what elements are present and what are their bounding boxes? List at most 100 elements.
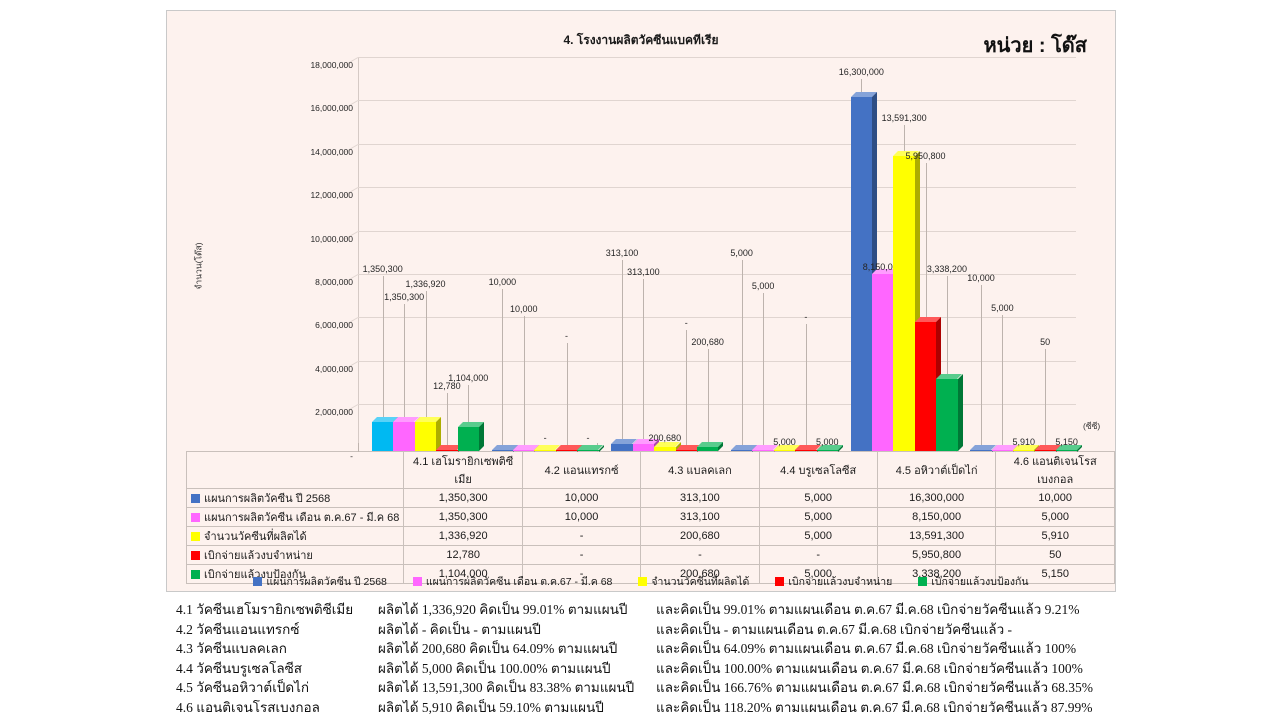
data-label: 5,000 — [816, 437, 839, 447]
summary-produced-text: ผลิตได้ 5,910 คิดเป็น 59.10% ตามแผนปี — [378, 699, 604, 715]
y-axis-tick-label: 12,000,000 — [310, 190, 353, 201]
data-label: 12,780 — [433, 381, 461, 391]
table-value-cell: 1,350,300 — [403, 488, 523, 508]
table-value-cell: 5,000 — [758, 507, 878, 527]
table-value-cell: - — [640, 545, 760, 565]
data-label: - — [543, 433, 547, 443]
series-name-cell: เบิกจ่ายแล้วงบป้องกัน — [185, 564, 405, 584]
summary-row: 4.1 วัคซีนเฮโมรายิกเซพติซีเมีย ผลิตได้ 1,… — [166, 600, 1156, 620]
bar-แผนการผลิตวัคซีน เดือน ต.ค.67 - มี.ค 68 — [513, 449, 535, 451]
data-label: 313,100 — [627, 267, 660, 277]
series-swatch — [191, 494, 200, 503]
table-value-cell: 200,680 — [640, 564, 760, 584]
table-value-cell: 5,000 — [758, 526, 878, 546]
legend-label: เบิกจ่ายแล้วงบป้องกัน — [931, 576, 1029, 588]
bar-เบิกจ่ายแล้วงบป้องกัน — [457, 427, 479, 451]
legend-item: แผนการผลิตวัคซีน ปี 2568 — [253, 573, 387, 590]
series-name-cell: แผนการผลิตวัคซีน ปี 2568 — [185, 488, 405, 508]
data-label: 10,000 — [509, 304, 538, 314]
legend-label: แผนการผลิตวัคซีน เดือน ต.ค.67 - มี.ค 68 — [425, 576, 613, 588]
y-axis-tick-label: - — [350, 450, 353, 461]
table-value-cell: 5,950,800 — [876, 545, 997, 565]
data-table: 4.1 เฮโมรายิกเซพติซีเมีย 4.2 แอนแทรกซ์ 4.3… — [185, 451, 1115, 584]
summary-vaccine-name: 4.6 แอนติเจนโรสเบงกอล — [176, 699, 320, 715]
table-value-cell: 16,300,000 — [876, 488, 997, 508]
series-name: เบิกจ่ายแล้วงบป้องกัน — [204, 569, 306, 581]
table-value-cell: 5,910 — [995, 526, 1115, 546]
category-tick — [358, 443, 359, 452]
bar-จำนวนวัคซีนที่ผลิตได้ — [534, 449, 556, 451]
y-axis-title: จำนวน(โด๊ส) — [193, 242, 204, 290]
unit-label: หน่วย : โด๊ส — [983, 35, 1087, 57]
gridline — [358, 100, 1076, 102]
series-swatch — [191, 551, 200, 560]
y-axis-tick-label: 6,000,000 — [315, 320, 353, 331]
summary-produced-text: ผลิตได้ 1,336,920 คิดเป็น 99.01% ตามแผนป… — [378, 602, 628, 617]
summary-produced-text: ผลิตได้ 5,000 คิดเป็น 100.00% ตามแผนปี — [378, 660, 611, 676]
data-label: 10,000 — [488, 277, 517, 287]
data-label: - — [565, 331, 569, 341]
summary-produced-text: ผลิตได้ 200,680 คิดเป็น 64.09% ตามแผนปี — [378, 641, 618, 656]
bar-เบิกจ่ายแล้วงบจำหน่าย — [795, 449, 817, 451]
bar-แผนการผลิตวัคซีน ปี 2568 — [970, 449, 992, 451]
gridline — [358, 404, 1076, 406]
table-value-cell: 12,780 — [403, 545, 523, 565]
summary-text-block: 4.1 วัคซีนเฮโมรายิกเซพติซีเมีย ผลิตได้ 1,… — [166, 600, 1156, 717]
data-label: 1,336,920 — [405, 279, 446, 289]
chart-title: 4. โรงงานผลิตวัคซีนแบคทีเรีย — [563, 33, 719, 47]
data-label-leader — [446, 393, 448, 445]
data-label: 313,100 — [605, 248, 639, 258]
table-value-cell: 200,680 — [640, 526, 760, 546]
bar-เบิกจ่ายแล้วงบจำหน่าย — [675, 449, 697, 451]
data-label: 5,150 — [1055, 437, 1078, 447]
series-name-cell: เบิกจ่ายแล้วงบจำหน่าย — [185, 545, 405, 565]
legend-swatch — [638, 577, 648, 586]
data-label: 50 — [1040, 337, 1051, 347]
table-value-cell: 5,150 — [995, 564, 1115, 584]
bar-แผนการผลิตวัคซีน เดือน ต.ค.67 - มี.ค 68 — [632, 444, 655, 451]
chart-panel: 4. โรงงานผลิตวัคซีนแบคทีเรีย หน่วย : โด๊… — [166, 10, 1116, 592]
data-label-leader — [622, 260, 624, 440]
bar-เบิกจ่ายแล้วงบจำหน่าย — [436, 449, 458, 451]
gridline — [358, 360, 1076, 362]
data-label-leader — [425, 291, 427, 417]
data-label: - — [586, 433, 590, 443]
gridline — [358, 143, 1076, 145]
legend-label: จำนวนวัคซีนที่ผลิตได้ — [651, 576, 750, 588]
series-swatch — [191, 570, 200, 579]
bar-เบิกจ่ายแล้วงบจำหน่าย — [914, 321, 937, 451]
category-header: 4.6 แอนติเจนโรสเบงกอล — [995, 451, 1115, 489]
data-label-leader — [643, 279, 645, 440]
bar-จำนวนวัคซีนที่ผลิตได้ — [893, 156, 915, 451]
table-value-cell: 5,000 — [995, 507, 1115, 527]
series-name-cell: จำนวนวัคซีนที่ผลิตได้ — [185, 526, 405, 546]
gridline — [358, 57, 1076, 58]
category-header: 4.4 บรูเซลโลซีส — [758, 451, 878, 489]
bar-แผนการผลิตวัคซีน เดือน ต.ค.67 - มี.ค 68 — [393, 421, 415, 451]
summary-row: 4.2 วัคซีนแอนแทรกซ์ ผลิตได้ - คิดเป็น - ต… — [166, 620, 1156, 640]
data-label: 10,000 — [967, 273, 995, 283]
data-label-leader — [502, 289, 504, 445]
series-name: แผนการผลิตวัคซีน ปี 2568 — [204, 493, 331, 505]
bar-แผนการผลิตวัคซีน เดือน ต.ค.67 - มี.ค 68 — [752, 449, 774, 451]
table-value-cell: 1,104,000 — [403, 564, 523, 584]
table-value-cell: - — [521, 526, 642, 546]
bar-แผนการผลิตวัคซีน เดือน ต.ค.67 - มี.ค 68 — [872, 274, 894, 451]
table-value-cell: 13,591,300 — [876, 526, 997, 546]
summary-row: 4.6 แอนติเจนโรสเบงกอล ผลิตได้ 5,910 คิดเป… — [166, 698, 1156, 718]
category-header: 4.2 แอนแทรกซ์ — [521, 451, 642, 489]
summary-vaccine-name: 4.3 วัคซีนแบลคเลก — [176, 641, 287, 656]
table-value-cell: 313,100 — [640, 507, 760, 527]
x-axis-unit-label: (ซีซี) — [1083, 421, 1101, 431]
summary-percent-text: และคิดเป็น - ตามแผนเดือน ต.ค.67 มี.ค.68 … — [656, 621, 1013, 637]
data-label-leader — [686, 330, 688, 445]
bar-เบิกจ่ายแล้วงบป้องกัน — [816, 449, 838, 451]
data-label-leader — [566, 343, 568, 445]
category-header: 4.3 แบลคเลก — [640, 451, 760, 489]
table-value-cell: 10,000 — [995, 488, 1115, 508]
data-label-leader — [468, 385, 470, 423]
summary-vaccine-name: 4.5 วัคซีนอหิวาต์เป็ดไก่ — [176, 680, 310, 695]
data-label: 5,000 — [773, 437, 796, 447]
table-value-cell: 5,000 — [758, 564, 878, 584]
